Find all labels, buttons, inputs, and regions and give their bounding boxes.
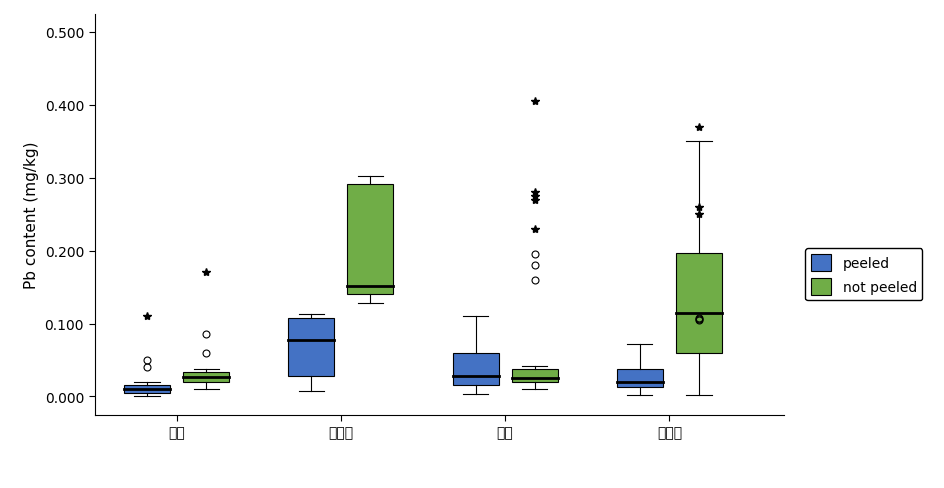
Bar — [616, 369, 662, 387]
Bar — [288, 318, 334, 376]
Bar — [452, 353, 498, 386]
Bar — [124, 386, 170, 393]
Bar — [183, 373, 229, 382]
Bar — [347, 184, 393, 295]
Bar — [675, 253, 721, 353]
Legend: peeled, not peeled: peeled, not peeled — [804, 249, 921, 301]
Bar — [511, 369, 557, 382]
Y-axis label: Pb content (mg/kg): Pb content (mg/kg) — [24, 141, 39, 288]
